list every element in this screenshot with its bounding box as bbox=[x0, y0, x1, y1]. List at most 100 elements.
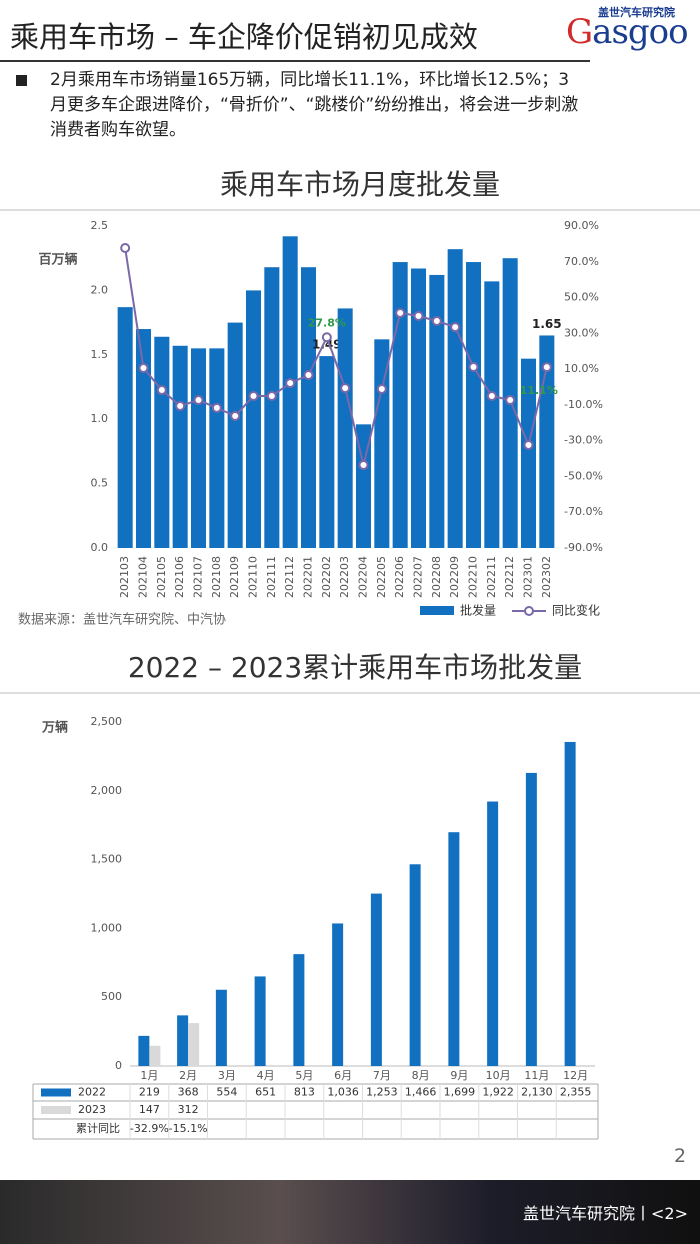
line-point bbox=[358, 459, 369, 470]
bar bbox=[172, 345, 188, 548]
y2-tick-label: -10.0% bbox=[564, 398, 603, 411]
bar bbox=[564, 741, 576, 1066]
bar bbox=[429, 274, 445, 548]
x-tick-label: 9月 bbox=[450, 1069, 468, 1082]
table-cell: 1,466 bbox=[405, 1086, 437, 1099]
line bbox=[124, 247, 548, 466]
line-point bbox=[505, 395, 516, 406]
x-tick-label: 202210 bbox=[467, 556, 480, 598]
bar bbox=[319, 356, 335, 548]
line-point bbox=[266, 390, 277, 401]
table-row-label: 累计同比 bbox=[76, 1122, 120, 1135]
x-tick-label: 202106 bbox=[173, 556, 186, 598]
y2-tick-label: -90.0% bbox=[564, 541, 603, 554]
bar bbox=[138, 1035, 150, 1066]
x-tick-label: 6月 bbox=[334, 1069, 352, 1082]
bar bbox=[293, 954, 305, 1066]
table-cell: -32.9% bbox=[130, 1122, 169, 1135]
y-tick-label: 0.5 bbox=[91, 477, 109, 490]
line-point bbox=[138, 363, 149, 374]
x-tick-label: 202111 bbox=[265, 556, 278, 598]
y2-tick-label: 50.0% bbox=[564, 291, 599, 304]
bar bbox=[135, 329, 152, 548]
footer-band bbox=[0, 1180, 700, 1244]
bar bbox=[264, 267, 280, 548]
bar bbox=[254, 976, 266, 1066]
table-cell: 813 bbox=[294, 1086, 315, 1099]
table-cell: 2,355 bbox=[560, 1086, 592, 1099]
line-point bbox=[413, 310, 424, 321]
y-tick-label: 1.0 bbox=[91, 412, 109, 425]
bar bbox=[300, 267, 317, 548]
bar bbox=[447, 249, 463, 548]
line-point bbox=[486, 390, 497, 401]
data-label: 11.1% bbox=[520, 384, 558, 397]
x-tick-label: 10月 bbox=[486, 1069, 511, 1082]
line-point bbox=[285, 378, 296, 389]
x-tick-label: 1月 bbox=[140, 1069, 158, 1082]
line-point bbox=[175, 400, 186, 411]
y2-tick-label: 30.0% bbox=[564, 326, 599, 339]
logo-subtitle: 盖世汽车研究院 bbox=[598, 6, 675, 19]
table-cell: 147 bbox=[139, 1103, 160, 1116]
x-tick-label: 202205 bbox=[375, 556, 388, 598]
y2-tick-label: -30.0% bbox=[564, 434, 603, 447]
x-tick-label: 202107 bbox=[192, 556, 205, 598]
x-tick-label: 202103 bbox=[118, 556, 131, 598]
bar bbox=[525, 772, 537, 1066]
source: 数据来源：盖世汽车研究院、中汽协 bbox=[18, 612, 226, 628]
line-point bbox=[395, 307, 406, 318]
x-tick-label: 202206 bbox=[393, 556, 406, 598]
bar bbox=[448, 832, 460, 1066]
bar bbox=[370, 893, 382, 1066]
table-cell: 219 bbox=[139, 1086, 160, 1099]
bar bbox=[409, 864, 421, 1066]
x-tick-label: 202109 bbox=[228, 556, 241, 598]
x-tick-label: 202301 bbox=[522, 556, 535, 598]
bullet-icon bbox=[16, 75, 27, 86]
data-label: 1.49 bbox=[312, 338, 342, 352]
footer-text: 盖世汽车研究院丨<2> bbox=[523, 1204, 688, 1223]
x-tick-label: 202110 bbox=[247, 556, 260, 598]
y-tick-label: 2.5 bbox=[91, 219, 109, 232]
y-tick-label: 1,500 bbox=[91, 853, 123, 866]
bar bbox=[484, 281, 500, 548]
legend-label: 批发量 bbox=[460, 603, 496, 618]
x-tick-label: 202108 bbox=[210, 556, 223, 598]
x-tick-label: 202202 bbox=[320, 556, 333, 598]
legend-swatch bbox=[524, 606, 534, 616]
y-tick-label: 1,000 bbox=[91, 921, 123, 934]
table-cell: 1,036 bbox=[327, 1086, 359, 1099]
y2-tick-label: 70.0% bbox=[564, 255, 599, 268]
page-number: 2 bbox=[674, 1145, 687, 1167]
bar bbox=[117, 307, 133, 548]
table-cell: 2,130 bbox=[521, 1086, 553, 1099]
line-point bbox=[230, 410, 241, 421]
x-tick-label: 202211 bbox=[485, 556, 498, 598]
legend-label: 2022 bbox=[78, 1086, 106, 1099]
line-point bbox=[376, 383, 387, 394]
legend-label: 同比变化 bbox=[552, 603, 600, 618]
line-point bbox=[120, 243, 131, 254]
x-tick-label: 202209 bbox=[448, 556, 461, 598]
legend-swatch bbox=[41, 1106, 71, 1114]
header-rule bbox=[0, 60, 590, 62]
bar bbox=[332, 923, 344, 1066]
y-tick-label: 2,500 bbox=[91, 715, 123, 728]
x-tick-label: 11月 bbox=[524, 1069, 549, 1082]
legend-swatch bbox=[420, 606, 454, 615]
x-tick-label: 202201 bbox=[302, 556, 315, 598]
y-tick-label: 500 bbox=[101, 990, 122, 1003]
table-cell: 368 bbox=[178, 1086, 199, 1099]
y-tick-label: 0.0 bbox=[91, 541, 109, 554]
x-tick-label: 3月 bbox=[218, 1069, 236, 1082]
chart-title: 2022 – 2023累计乘用车市场批发量 bbox=[128, 651, 582, 684]
bar bbox=[209, 348, 225, 548]
bar bbox=[520, 358, 537, 548]
table-cell: 651 bbox=[255, 1086, 276, 1099]
line-point bbox=[193, 395, 204, 406]
y2-tick-label: -50.0% bbox=[564, 469, 603, 482]
bar bbox=[487, 801, 499, 1066]
bar bbox=[392, 262, 408, 548]
